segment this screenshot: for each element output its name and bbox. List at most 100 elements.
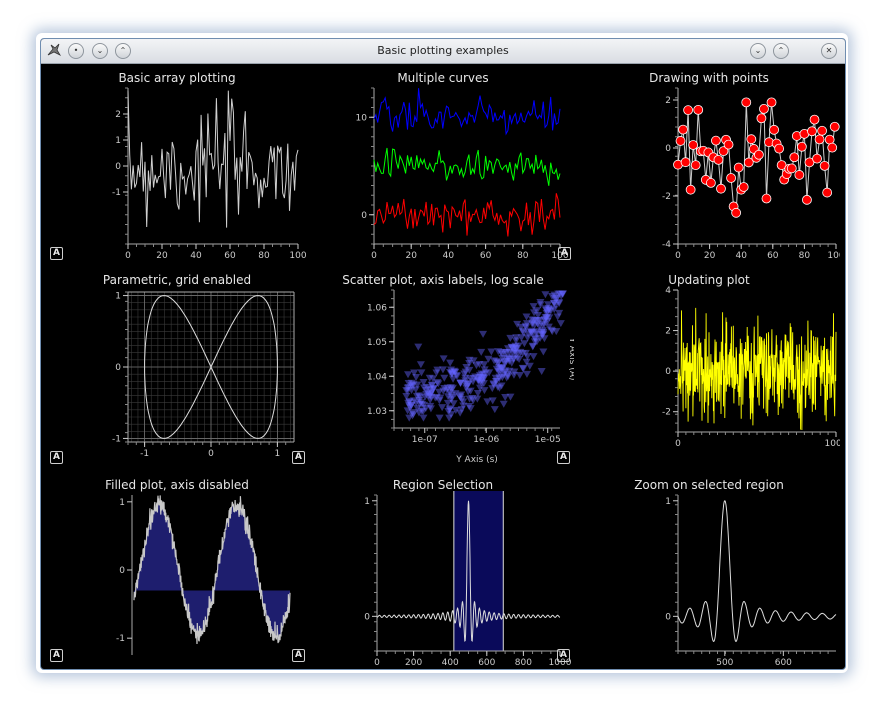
data-point — [536, 334, 545, 342]
data-point — [507, 359, 516, 367]
data-point — [559, 290, 568, 298]
data-point — [424, 389, 433, 397]
x-tick-label: 0 — [675, 251, 681, 261]
data-point — [505, 367, 514, 375]
plot-scatter-log[interactable]: Scatter plot, axis labels, log scale 1e-… — [312, 268, 577, 468]
data-point — [540, 335, 549, 343]
plot-canvas[interactable]: 1e-07 1e-06 1e-05 1.06 1.05 1.04 1.03 Y Axis (s… — [312, 268, 577, 468]
data-point — [518, 327, 527, 335]
data-point — [527, 329, 536, 337]
data-point — [511, 342, 520, 350]
x-tick-label: -1 — [140, 449, 149, 459]
autorange-button[interactable]: A — [292, 649, 305, 662]
plot-canvas[interactable]: 0 1000 4 2 0 -2 — [578, 268, 845, 468]
data-point — [427, 382, 436, 390]
plot-canvas[interactable]: 0 200 400 600 800 1000 1 0 — [312, 473, 574, 670]
data-point — [473, 395, 482, 403]
data-point — [425, 374, 434, 382]
data-point — [522, 324, 531, 332]
title-bar[interactable]: • ⌄ ⌃ Basic plotting examples ⌄ ⌃ ✕ — [41, 39, 845, 64]
data-point — [504, 345, 513, 353]
data-point — [518, 350, 527, 358]
x-tick-label: 500 — [716, 658, 733, 668]
data-point — [529, 353, 538, 361]
data-point — [479, 330, 488, 338]
shade-button[interactable]: ⌄ — [92, 43, 108, 59]
data-point — [457, 391, 466, 399]
data-point — [478, 374, 487, 382]
data-point — [796, 141, 807, 152]
plot-canvas[interactable]: 0 20 40 60 80 100 2 1 0 -1 — [46, 66, 308, 266]
autorange-button[interactable]: A — [557, 451, 570, 464]
data-point — [520, 340, 529, 348]
y-tick-label: -1 — [112, 434, 121, 444]
autorange-button[interactable]: A — [50, 649, 63, 662]
data-point — [422, 391, 431, 399]
plot-filled[interactable]: Filled plot, axis disabled 1 0 -1 A A — [46, 473, 308, 670]
data-point — [756, 113, 767, 124]
plot-region-selection[interactable]: Region Selection 0 200 400 600 800 1000 1 0 — [312, 473, 574, 670]
autorange-button[interactable]: A — [50, 451, 63, 464]
minimize-button[interactable]: ⌄ — [750, 43, 766, 59]
data-point — [505, 349, 514, 357]
data-point — [433, 366, 442, 374]
data-point — [529, 342, 538, 350]
data-point — [416, 361, 425, 369]
data-point — [553, 313, 562, 321]
data-point — [407, 402, 416, 410]
data-point — [495, 368, 504, 376]
plot-canvas[interactable]: 02040608010020-2-4 — [578, 66, 845, 266]
data-point — [531, 335, 540, 343]
data-point — [456, 379, 465, 387]
x-tick-label: 40 — [190, 251, 202, 261]
data-point — [527, 329, 536, 337]
data-point — [488, 385, 497, 393]
autorange-button[interactable]: A — [292, 451, 305, 464]
data-point — [480, 361, 489, 369]
data-point — [518, 364, 527, 372]
plot-zoom-region[interactable]: Zoom on selected region 500 600 1 0 A — [557, 473, 840, 670]
data-point — [513, 349, 522, 357]
data-point — [414, 343, 423, 351]
data-point — [497, 364, 506, 372]
data-point — [442, 386, 451, 394]
autorange-button[interactable]: A — [557, 649, 570, 662]
data-point — [474, 377, 483, 385]
autorange-button[interactable]: A — [50, 247, 63, 260]
minimize-left-button[interactable]: • — [68, 43, 84, 59]
data-point — [512, 344, 521, 352]
close-button[interactable]: ✕ — [821, 43, 837, 59]
app-icon[interactable] — [46, 42, 62, 58]
x-axis-label: Y Axis (s) — [455, 455, 498, 465]
parametric-curve — [144, 295, 278, 439]
maximize-button[interactable]: ⌃ — [773, 43, 789, 59]
data-point — [459, 398, 468, 406]
autorange-button[interactable]: A — [558, 247, 571, 260]
data-point — [680, 157, 691, 168]
data-point — [415, 392, 424, 400]
data-point — [494, 348, 503, 356]
data-point — [473, 389, 482, 397]
data-point — [419, 414, 428, 422]
data-point — [452, 372, 461, 380]
y-tick-label: 1 — [115, 292, 121, 302]
plot-canvas[interactable]: -1 0 1 1 0 -1 — [46, 268, 308, 468]
plot-multiple-curves[interactable]: Multiple curves 0 20 40 60 80 100 10 0 A — [312, 66, 574, 266]
plot-updating[interactable]: Updating plot 0 1000 4 2 0 -2 A — [557, 268, 845, 468]
data-point — [448, 370, 457, 378]
data-point — [407, 382, 416, 390]
plot-drawing-points[interactable]: Drawing with points 02040608010020-2-4 — [578, 66, 845, 266]
plot-canvas[interactable]: 1 0 -1 — [46, 473, 308, 670]
data-point — [510, 344, 519, 352]
y-tick-label: -1 — [116, 634, 125, 644]
plot-basic-array[interactable]: Basic array plotting 0 20 40 60 80 100 2 1 0 -1 A — [46, 66, 308, 266]
keep-above-button[interactable]: ⌃ — [115, 43, 131, 59]
plot-parametric[interactable]: Parametric, grid enabled -1 0 1 1 0 -1 A A — [46, 268, 308, 468]
data-point — [411, 386, 420, 394]
data-point — [723, 139, 734, 150]
data-point — [548, 293, 557, 301]
data-point — [403, 384, 412, 392]
data-point — [544, 301, 553, 309]
plot-canvas[interactable]: 500 600 1 0 — [578, 473, 840, 670]
